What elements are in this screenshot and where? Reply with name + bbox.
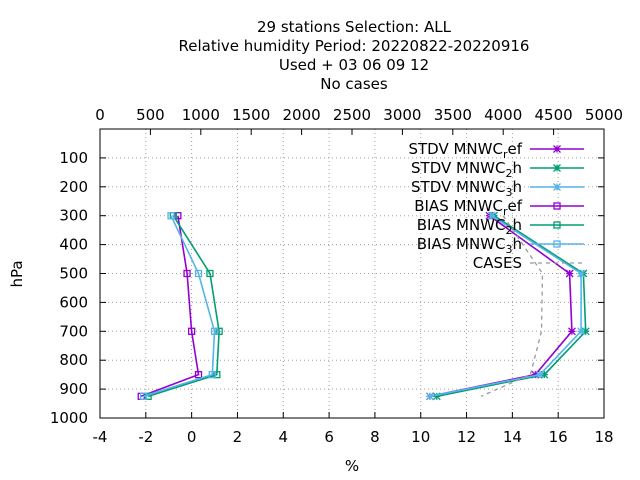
y-tick-label: 1000 [50, 409, 88, 427]
data-point [432, 392, 441, 401]
title-line: 29 stations Selection: ALL [257, 18, 452, 36]
title-line: Used + 03 06 09 12 [279, 56, 429, 74]
data-point [194, 269, 203, 278]
series-line [147, 215, 220, 398]
y-tick-label: 400 [59, 236, 88, 254]
x-tick-label: 16 [549, 428, 568, 446]
title-line: No cases [320, 75, 388, 93]
data-point [581, 327, 590, 336]
data-point [139, 392, 148, 400]
data-point [553, 145, 561, 153]
x-tick-label: 2 [233, 428, 243, 446]
data-point [565, 269, 574, 278]
data-point [183, 269, 191, 278]
y-tick-label: 600 [59, 293, 88, 311]
data-point [206, 269, 214, 278]
data-point [210, 327, 219, 335]
title-line: Relative humidity Period: 20220822-20220… [179, 37, 530, 55]
data-point [174, 212, 182, 220]
legend-entry: BIAS MNWC3h [417, 235, 584, 256]
legend-label: BIAS MNWCref [414, 197, 522, 218]
y-tick-label: 700 [59, 322, 88, 340]
legend-label: STDV MNWCref [408, 140, 522, 161]
legend-label: CASES [473, 254, 522, 272]
series-bias-mnwc-3h [139, 212, 219, 400]
legend-entry: STDV MNWC3h [411, 178, 584, 199]
x2-tick-label: 0 [95, 106, 105, 124]
x-tick-label: 12 [457, 428, 476, 446]
data-point [553, 240, 561, 248]
series [137, 211, 590, 401]
y-axis: 100 200 300 400 500 600 700 800 900 1000 [50, 149, 604, 427]
y-tick-label: 900 [59, 380, 88, 398]
legend-label: BIAS MNWC2h [417, 216, 522, 237]
data-point [487, 211, 496, 220]
legend-entry: STDV MNWC2h [411, 159, 584, 180]
series-line [140, 215, 200, 398]
x-tick-label: -2 [138, 428, 153, 446]
x2-tick-label: 1000 [182, 106, 220, 124]
grid [100, 129, 604, 418]
data-point [553, 183, 561, 191]
y-tick-label: 800 [59, 351, 88, 369]
x2-axis: 0 500 1000 1500 2000 2500 3000 3500 4000 4500 5000 [95, 106, 623, 135]
x-tick-label: 6 [324, 428, 334, 446]
y-tick-label: 300 [59, 207, 88, 225]
data-point [194, 370, 203, 379]
legend-entry: CASES [473, 254, 584, 272]
x2-tick-label: 5000 [585, 106, 623, 124]
data-point [577, 327, 586, 336]
legend-label: STDV MNWC2h [411, 159, 522, 180]
legend-label: BIAS MNWC3h [417, 235, 522, 256]
data-point [167, 212, 175, 220]
data-point [553, 221, 561, 229]
legend-label: STDV MNWC3h [411, 178, 522, 199]
x-axis: -4 -2 0 2 4 6 8 10 12 14 16 18 [93, 412, 614, 446]
x2-tick-label: 2000 [283, 106, 321, 124]
x2-tick-label: 4500 [535, 106, 573, 124]
data-point [187, 327, 196, 335]
data-point [425, 392, 434, 401]
x2-tick-label: 4000 [484, 106, 522, 124]
series-line [143, 215, 216, 398]
x2-tick-label: 500 [136, 106, 165, 124]
data-point [208, 370, 216, 379]
y-tick-label: 200 [59, 178, 88, 196]
data-point [215, 327, 223, 335]
data-point [577, 269, 586, 278]
x2-tick-label: 3000 [383, 106, 421, 124]
series-stdv-mnwc-3h [425, 211, 586, 401]
data-point [535, 370, 544, 379]
x-tick-label: -4 [93, 428, 108, 446]
data-point [567, 327, 576, 336]
x-axis-label: % [345, 457, 359, 475]
legend-entry: STDV MNWCref [408, 140, 584, 161]
x-tick-label: 14 [503, 428, 522, 446]
x2-tick-label: 3500 [434, 106, 472, 124]
legend-entry: BIAS MNWCref [414, 197, 584, 218]
data-point [540, 370, 549, 379]
y-axis-label: hPa [8, 260, 26, 287]
data-point [553, 164, 561, 172]
x-tick-label: 10 [411, 428, 430, 446]
x2-tick-label: 2500 [333, 106, 371, 124]
x-tick-label: 0 [187, 428, 197, 446]
x-tick-label: 4 [278, 428, 288, 446]
series-bias-mnwc-ref [137, 212, 203, 400]
data-point [213, 370, 221, 379]
y-tick-label: 500 [59, 265, 88, 283]
legend-entry: BIAS MNWC2h [417, 216, 584, 237]
x-tick-label: 18 [594, 428, 613, 446]
x2-tick-label: 1500 [232, 106, 270, 124]
data-point [553, 202, 561, 210]
x-tick-label: 8 [370, 428, 380, 446]
data-point [531, 370, 540, 379]
y-tick-label: 100 [59, 149, 88, 167]
